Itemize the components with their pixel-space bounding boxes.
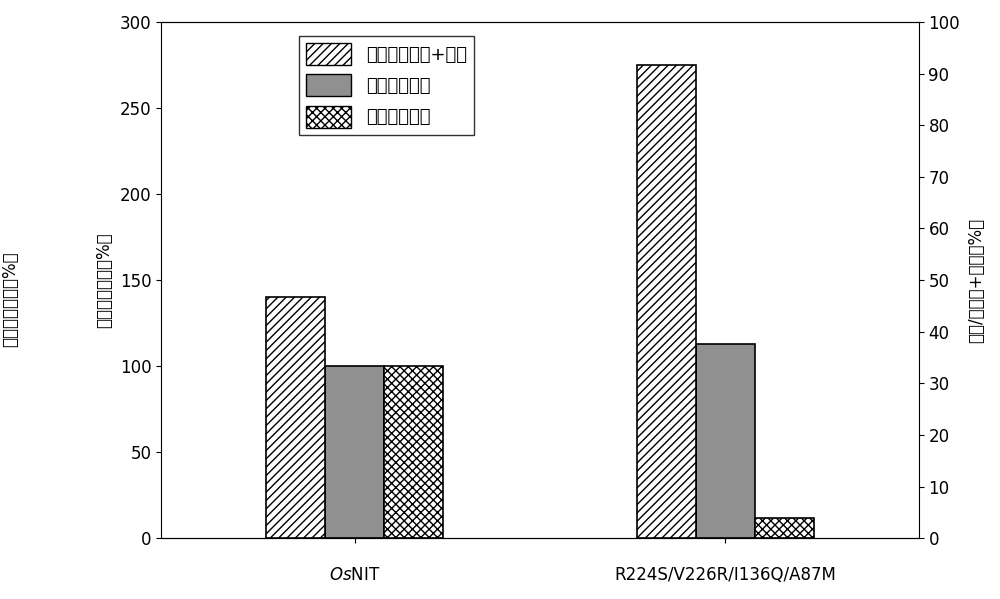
Bar [755,518,814,539]
Bar [696,344,755,539]
Bar [637,65,696,539]
Y-axis label: 相对水合活力（%）: 相对水合活力（%） [95,232,113,328]
Y-axis label: 酰胺/（酰胺+酸）（%）: 酰胺/（酰胺+酸）（%） [967,217,985,343]
Bar [325,366,384,539]
Text: 相对水解活力（%）: 相对水解活力（%） [1,252,19,347]
Text: $\mathit{Os}$NIT: $\mathit{Os}$NIT [329,566,381,584]
Bar [266,297,325,539]
Legend: 酰胺／（酰胺+酸）, 相对水合活力, 相对水解活力: 酰胺／（酰胺+酸）, 相对水合活力, 相对水解活力 [299,36,474,135]
Bar [384,366,443,539]
Text: R224S/V226R/I136Q/A87M: R224S/V226R/I136Q/A87M [614,566,836,584]
